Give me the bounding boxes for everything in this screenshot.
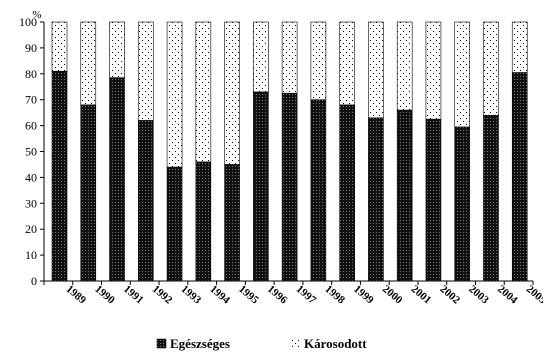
- y-tick-label: 30: [25, 196, 37, 210]
- legend-label-healthy: Egészséges: [170, 336, 230, 351]
- bar-healthy-1994: [195, 161, 212, 282]
- x-tick-label: 2001: [409, 283, 434, 306]
- y-unit-label: %: [32, 9, 41, 21]
- y-tick-label: 50: [25, 145, 37, 159]
- x-axis-ticks: 1989 1990 1991 1992 1993 1994 1995 1996 1997 1998…: [43, 281, 543, 307]
- x-tick-label: 1994: [207, 283, 232, 307]
- x-tick-label: 1996: [265, 283, 290, 307]
- bar-damaged-1991: [109, 21, 125, 78]
- bar-healthy-1992: [137, 120, 154, 282]
- y-tick-label: 40: [25, 170, 37, 184]
- bar-healthy-1993: [166, 166, 183, 282]
- bar-healthy-2004: [483, 114, 499, 282]
- bar-damaged-1995: [224, 21, 240, 165]
- bar-healthy-2001: [396, 109, 413, 282]
- bar-damaged-2000: [368, 21, 384, 119]
- legend-label-damaged: Károsodott: [304, 336, 367, 351]
- bar-damaged-2003: [454, 21, 471, 128]
- legend: Egészséges Károsodott: [156, 336, 367, 351]
- bar-damaged-1993: [166, 21, 183, 168]
- bar-damaged-1996: [253, 21, 269, 93]
- bar-healthy-1997: [281, 92, 298, 282]
- bar-healthy-1998: [310, 99, 327, 282]
- bar-healthy-1989: [51, 70, 68, 282]
- y-tick-label: 60: [25, 119, 37, 133]
- y-tick-label: 100: [19, 15, 37, 29]
- x-tick-label: 1990: [92, 283, 117, 307]
- bar-damaged-1994: [195, 21, 212, 163]
- bar-healthy-1990: [80, 104, 97, 282]
- x-tick-label: 2000: [380, 283, 405, 307]
- x-tick-label: 2005: [524, 283, 543, 307]
- axes: [43, 22, 533, 282]
- bar-healthy-2002: [425, 118, 442, 282]
- bars: [51, 21, 528, 282]
- y-tick-label: 20: [25, 222, 37, 236]
- legend-item-damaged: Károsodott: [290, 336, 367, 351]
- y-tick-label: 10: [25, 248, 37, 262]
- y-tick-label: 0: [31, 274, 37, 288]
- x-tick-label: 1993: [179, 283, 204, 307]
- bar-damaged-1990: [80, 21, 97, 106]
- y-tick-label: 80: [25, 67, 37, 81]
- y-tick-label: 90: [25, 41, 37, 55]
- y-axis-ticks: 0 10 20 30 40 50 60 70 80 90 100: [19, 15, 44, 288]
- x-tick-label: 1998: [322, 283, 347, 307]
- bar-damaged-1998: [310, 21, 327, 100]
- x-tick-label: 2004: [495, 283, 520, 307]
- bar-healthy-2003: [454, 126, 471, 282]
- y-tick-label: 70: [25, 93, 37, 107]
- bar-damaged-1992: [137, 21, 154, 121]
- x-tick-label: 1995: [236, 283, 261, 307]
- bar-damaged-1997: [281, 21, 298, 94]
- bar-healthy-2005: [511, 72, 528, 282]
- x-tick-label: 1999: [351, 283, 376, 307]
- bar-damaged-2005: [511, 21, 528, 73]
- bar-damaged-2001: [396, 21, 413, 111]
- bar-healthy-2000: [368, 117, 384, 282]
- x-tick-label: 1989: [64, 283, 89, 307]
- bar-damaged-1989: [51, 21, 68, 72]
- x-tick-label: 1992: [150, 283, 175, 307]
- legend-swatch-healthy: [156, 338, 167, 349]
- bar-healthy-1996: [253, 91, 269, 282]
- bar-healthy-1991: [109, 77, 125, 282]
- legend-item-healthy: Egészséges: [156, 336, 230, 351]
- x-tick-label: 1991: [121, 283, 146, 306]
- bar-healthy-1999: [339, 104, 355, 282]
- x-tick-label: 2003: [466, 283, 491, 307]
- bar-damaged-2004: [483, 21, 499, 116]
- x-tick-label: 1997: [294, 283, 319, 307]
- x-tick-label: 2002: [438, 283, 463, 307]
- bar-healthy-1995: [224, 164, 240, 282]
- bar-damaged-2002: [425, 21, 442, 120]
- legend-swatch-damaged: [290, 339, 299, 348]
- bar-damaged-1999: [339, 21, 355, 106]
